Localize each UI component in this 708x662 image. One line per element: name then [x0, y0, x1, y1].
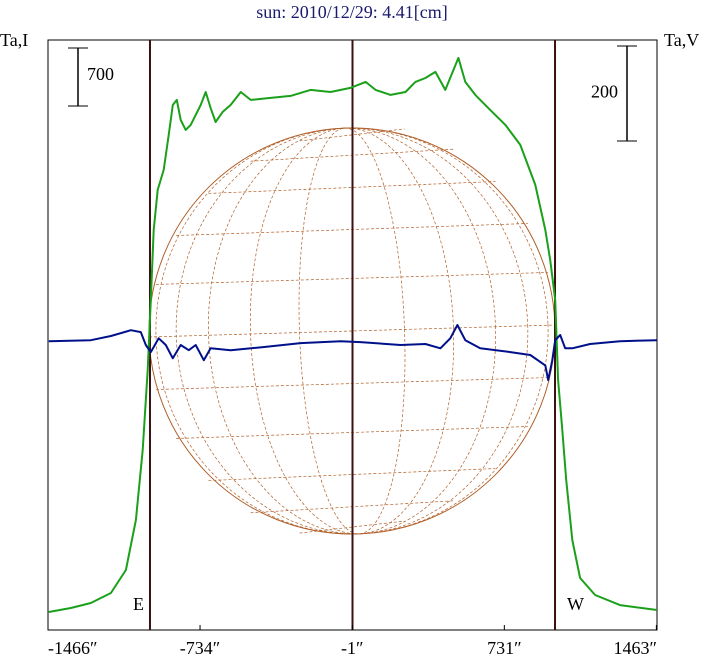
series-line — [48, 56, 658, 613]
parallel — [208, 468, 496, 481]
chart-title: sun: 2010/12/29: 4.41[cm] — [256, 2, 448, 22]
y-axis-label: Ta,I — [0, 30, 28, 50]
scale-label: 200 — [591, 82, 618, 102]
scale-label: 700 — [87, 64, 114, 84]
series-line — [48, 324, 658, 382]
limb-label: E — [133, 594, 144, 614]
x-tick-label: -1466″ — [48, 638, 98, 658]
parallel — [148, 324, 556, 338]
limb-label: W — [567, 594, 584, 614]
y2-axis-label: Ta,V — [664, 30, 699, 50]
x-tick-label: -734″ — [180, 638, 221, 658]
parallel — [208, 181, 496, 194]
x-tick-label: 731″ — [487, 638, 522, 658]
x-tick-label: 1463″ — [614, 638, 658, 658]
x-tick-label: -1″ — [341, 638, 364, 658]
